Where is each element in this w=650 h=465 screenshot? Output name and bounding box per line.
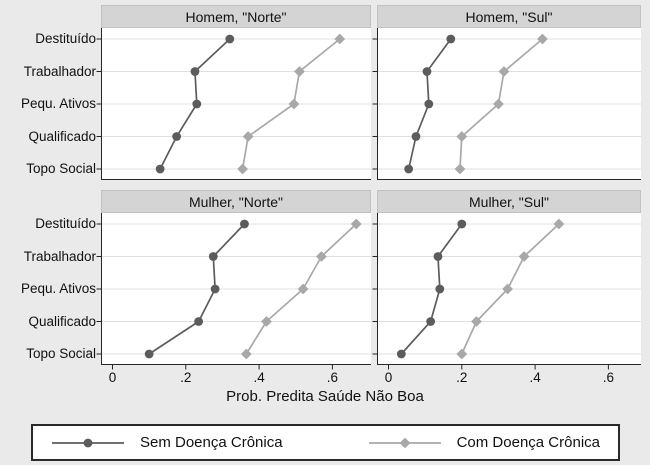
data-point-sem-doenca: [411, 132, 421, 141]
legend-marker: [83, 438, 93, 447]
legend-item-com-doenca: Com Doença Crônica: [368, 434, 600, 451]
plot-mulher-norte: [96, 213, 371, 370]
panel-title-homem-norte: Homem, "Norte": [101, 5, 371, 28]
panel-title-text: Mulher, "Sul": [469, 193, 549, 210]
data-point-com-doenca: [454, 163, 466, 175]
y-category-label: Destituído: [35, 216, 96, 231]
y-category-label: Qualificado: [28, 313, 96, 329]
y-category-label: Pequ. Ativos: [20, 96, 96, 111]
data-point-com-doenca: [350, 218, 362, 230]
data-point-sem-doenca: [208, 252, 218, 261]
plot-mulher-sul: [372, 213, 641, 370]
data-point-sem-doenca: [424, 99, 434, 109]
x-tick-label: .6: [602, 370, 615, 385]
data-point-sem-doenca: [210, 284, 220, 294]
data-point-sem-doenca: [396, 349, 406, 359]
legend-label: Com Doença Crônica: [456, 434, 600, 451]
data-point-sem-doenca: [172, 132, 182, 141]
data-point-com-doenca: [242, 131, 254, 142]
data-point-sem-doenca: [426, 317, 436, 326]
x-tick-label: .4: [529, 370, 541, 385]
y-category-label: Destituído: [35, 31, 96, 46]
panel-title-homem-sul: Homem, "Sul": [377, 5, 641, 28]
data-point-com-doenca: [537, 33, 548, 45]
x-tick-label: .2: [180, 370, 192, 385]
panel-title-text: Homem, "Sul": [465, 8, 553, 25]
data-point-com-doenca: [288, 98, 300, 110]
y-category-label: Qualificado: [28, 128, 96, 144]
data-point-com-doenca: [294, 66, 305, 77]
x-tick-label: .6: [326, 370, 339, 385]
data-point-com-doenca: [553, 218, 565, 230]
data-point-sem-doenca: [155, 164, 165, 174]
panel-title-mulher-sul: Mulher, "Sul": [377, 190, 641, 213]
x-tick-label: 0: [384, 370, 393, 385]
data-point-com-doenca: [297, 283, 309, 295]
x-axis-title: Prob. Predita Saúde Não Boa: [226, 388, 424, 405]
data-point-com-doenca: [456, 131, 468, 142]
legend-item-sem-doenca: Sem Doença Crônica: [51, 434, 283, 451]
data-point-sem-doenca: [194, 317, 204, 326]
legend-circle-marker-icon: [52, 438, 124, 447]
y-category-label: Trabalhador: [23, 248, 96, 264]
y-category-label: Topo Social: [26, 346, 96, 361]
data-point-com-doenca: [493, 98, 504, 110]
data-point-sem-doenca: [190, 67, 200, 76]
data-point-com-doenca: [456, 348, 468, 360]
plot-homem-sul: [372, 28, 641, 180]
x-tick-label: 0: [108, 370, 117, 385]
panel-title-mulher-norte: Mulher, "Norte": [101, 190, 371, 213]
data-point-sem-doenca: [192, 99, 202, 109]
data-point-sem-doenca: [240, 219, 249, 229]
data-point-sem-doenca: [422, 67, 432, 76]
x-tick-label: .2: [456, 370, 468, 385]
data-point-sem-doenca: [144, 349, 154, 359]
data-point-sem-doenca: [404, 164, 414, 174]
data-point-com-doenca: [334, 33, 346, 45]
legend-label: Sem Doença Crônica: [140, 434, 283, 451]
data-point-com-doenca: [498, 66, 510, 77]
legend: Sem Doença Crônica Com Doença Crônica: [31, 424, 620, 461]
data-point-sem-doenca: [225, 34, 235, 44]
data-point-sem-doenca: [446, 34, 456, 44]
y-category-label: Topo Social: [26, 161, 96, 176]
panel-title-text: Homem, "Norte": [185, 8, 287, 25]
y-category-label: Trabalhador: [23, 63, 96, 79]
data-point-sem-doenca: [435, 284, 445, 294]
data-point-com-doenca: [261, 316, 272, 327]
legend-marker: [399, 437, 410, 448]
data-point-com-doenca: [471, 316, 482, 327]
data-point-sem-doenca: [433, 252, 443, 261]
panel-title-text: Mulher, "Norte": [189, 193, 283, 210]
data-point-com-doenca: [316, 251, 327, 262]
x-tick-label: .4: [253, 370, 265, 385]
data-point-com-doenca: [518, 251, 530, 262]
data-point-com-doenca: [237, 163, 249, 175]
y-category-label: Pequ. Ativos: [20, 281, 96, 296]
data-point-sem-doenca: [457, 219, 467, 229]
legend-diamond-marker-icon: [368, 437, 441, 448]
plot-homem-norte: [96, 28, 371, 180]
